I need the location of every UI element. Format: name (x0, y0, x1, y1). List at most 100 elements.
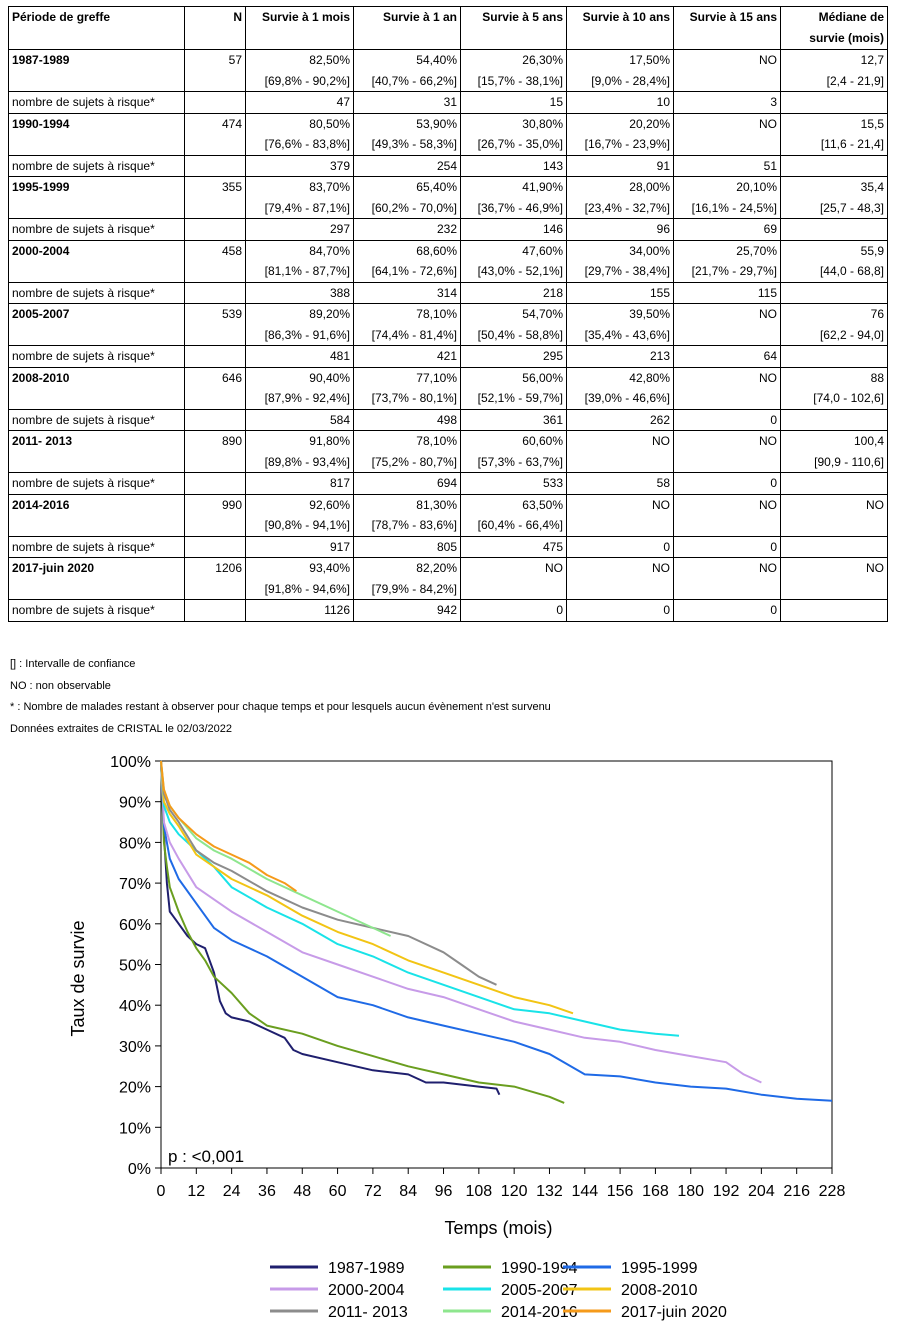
footnote-no: NO : non observable (10, 679, 111, 692)
ci-cell: [16,7% - 23,9%] (566, 134, 674, 156)
risk-label-cell: nombre de sujets à risque* (8, 472, 185, 495)
empty-cell (8, 70, 185, 92)
risk-cell: 91 (566, 154, 674, 177)
risk-cell (780, 345, 888, 368)
risk-cell: 0 (673, 408, 781, 431)
value-cell: 93,40% (245, 557, 354, 579)
table-row-ci: [81,1% - 87,7%] [64,1% - 72,6%] [43,0% - 5… (8, 261, 888, 283)
ci-cell: [89,8% - 93,4%] (245, 451, 354, 473)
risk-cell: 143 (460, 154, 567, 177)
survival-chart: 0% 10% 20% 30% 40% 50% 60% 70% 80% 90% 100% 0 12 24 36… (68, 754, 845, 1321)
value-cell: 20,10% (673, 176, 781, 198)
x-tick-label: 168 (642, 1183, 669, 1200)
table-row-risk: nombre de sujets à risque* 379 254 143 91 51 (8, 154, 888, 177)
value-cell: NO (460, 557, 567, 579)
y-tick-label: 60% (119, 917, 151, 934)
empty-cell (184, 472, 246, 495)
value-cell: NO (566, 557, 674, 579)
risk-cell: 69 (673, 218, 781, 241)
y-tick-label: 30% (119, 1039, 151, 1056)
x-tick-label: 180 (677, 1183, 704, 1200)
table-row-ci: [89,8% - 93,4%] [75,2% - 80,7%] [57,3% - 6… (8, 451, 888, 473)
value-cell: NO (673, 430, 781, 452)
empty-cell (184, 134, 246, 156)
empty-cell (184, 451, 246, 473)
ci-cell: [64,1% - 72,6%] (353, 261, 461, 283)
risk-cell: 498 (353, 408, 461, 431)
period-cell: 2005-2007 (8, 303, 185, 325)
x-tick-label: 108 (465, 1183, 492, 1200)
value-cell: NO (780, 557, 888, 579)
value-cell: 25,70% (673, 239, 781, 261)
x-tick-label: 96 (435, 1183, 453, 1200)
ci-cell: [35,4% - 43,6%] (566, 324, 674, 346)
risk-cell: 15 (460, 91, 567, 114)
empty-cell (184, 515, 246, 537)
risk-cell: 232 (353, 218, 461, 241)
risk-cell: 475 (460, 535, 567, 558)
series-line-5 (160, 760, 574, 1015)
table-row: 2005-2007 539 89,20% 78,10% 54,70% 39,50% NO 76 (8, 303, 888, 325)
legend-label: 1990-1994 (501, 1260, 578, 1277)
table-row-ci: [91,8% - 94,6%] [79,9% - 84,2%] (8, 578, 888, 600)
table-row-ci: [76,6% - 83,8%] [49,3% - 58,3%] [26,7% - 3… (8, 134, 888, 156)
ci-cell: [69,8% - 90,2%] (245, 70, 354, 92)
value-cell: 35,4 (780, 176, 888, 198)
risk-cell (780, 599, 888, 622)
n-cell: 990 (184, 493, 246, 515)
footnote-source: Données extraites de CRISTAL le 02/03/20… (10, 722, 232, 735)
empty-cell (8, 451, 185, 473)
ci-cell: [44,0 - 68,8] (780, 261, 888, 283)
risk-cell: 0 (566, 599, 674, 622)
legend-label: 2014-2016 (501, 1304, 578, 1321)
y-tick-label: 40% (119, 998, 151, 1015)
n-cell: 355 (184, 176, 246, 198)
value-cell: 80,50% (245, 112, 354, 134)
risk-cell (780, 154, 888, 177)
ci-cell: [91,8% - 94,6%] (245, 578, 354, 600)
x-tick-label: 48 (293, 1183, 311, 1200)
series-line-1 (160, 760, 565, 1104)
period-cell: 2017-juin 2020 (8, 557, 185, 579)
value-cell: 78,10% (353, 303, 461, 325)
ci-cell (460, 578, 567, 600)
table-row-ci: [87,9% - 92,4%] [73,7% - 80,1%] [52,1% - 5… (8, 388, 888, 410)
value-cell: NO (780, 493, 888, 515)
ci-cell (566, 578, 674, 600)
risk-cell: 805 (353, 535, 461, 558)
header-median: Médiane de survie (mois) (780, 6, 888, 50)
x-tick-label: 156 (607, 1183, 634, 1200)
ci-cell (673, 70, 781, 92)
risk-cell: 817 (245, 472, 354, 495)
risk-cell (780, 472, 888, 495)
ci-cell: [62,2 - 94,0] (780, 324, 888, 346)
risk-cell: 64 (673, 345, 781, 368)
ci-cell (566, 515, 674, 537)
ci-cell: [81,1% - 87,7%] (245, 261, 354, 283)
value-cell: 65,40% (353, 176, 461, 198)
n-cell: 474 (184, 112, 246, 134)
risk-cell: 314 (353, 281, 461, 304)
empty-cell (184, 535, 246, 558)
risk-label-cell: nombre de sujets à risque* (8, 281, 185, 304)
risk-label-cell: nombre de sujets à risque* (8, 535, 185, 558)
y-tick-label: 90% (119, 795, 151, 812)
value-cell: 15,5 (780, 112, 888, 134)
value-cell: 92,60% (245, 493, 354, 515)
empty-cell (184, 154, 246, 177)
y-tick-label: 50% (119, 958, 151, 975)
footnote-ci: [] : Intervalle de confiance (10, 658, 136, 670)
value-cell: NO (673, 112, 781, 134)
risk-cell: 218 (460, 281, 567, 304)
table-row: 2011- 2013 890 91,80% 78,10% 60,60% NO NO 100,4 (8, 430, 888, 452)
legend-label: 2017-juin 2020 (621, 1304, 727, 1321)
table-body: 1987-1989 57 82,50% 54,40% 26,30% 17,50% NO 12,… (8, 49, 888, 622)
empty-cell (8, 197, 185, 219)
ci-cell (673, 324, 781, 346)
value-cell: 20,20% (566, 112, 674, 134)
y-tick-label: 10% (119, 1120, 151, 1137)
risk-label-cell: nombre de sujets à risque* (8, 345, 185, 368)
empty-cell (184, 197, 246, 219)
legend-label: 2005-2007 (501, 1282, 578, 1299)
